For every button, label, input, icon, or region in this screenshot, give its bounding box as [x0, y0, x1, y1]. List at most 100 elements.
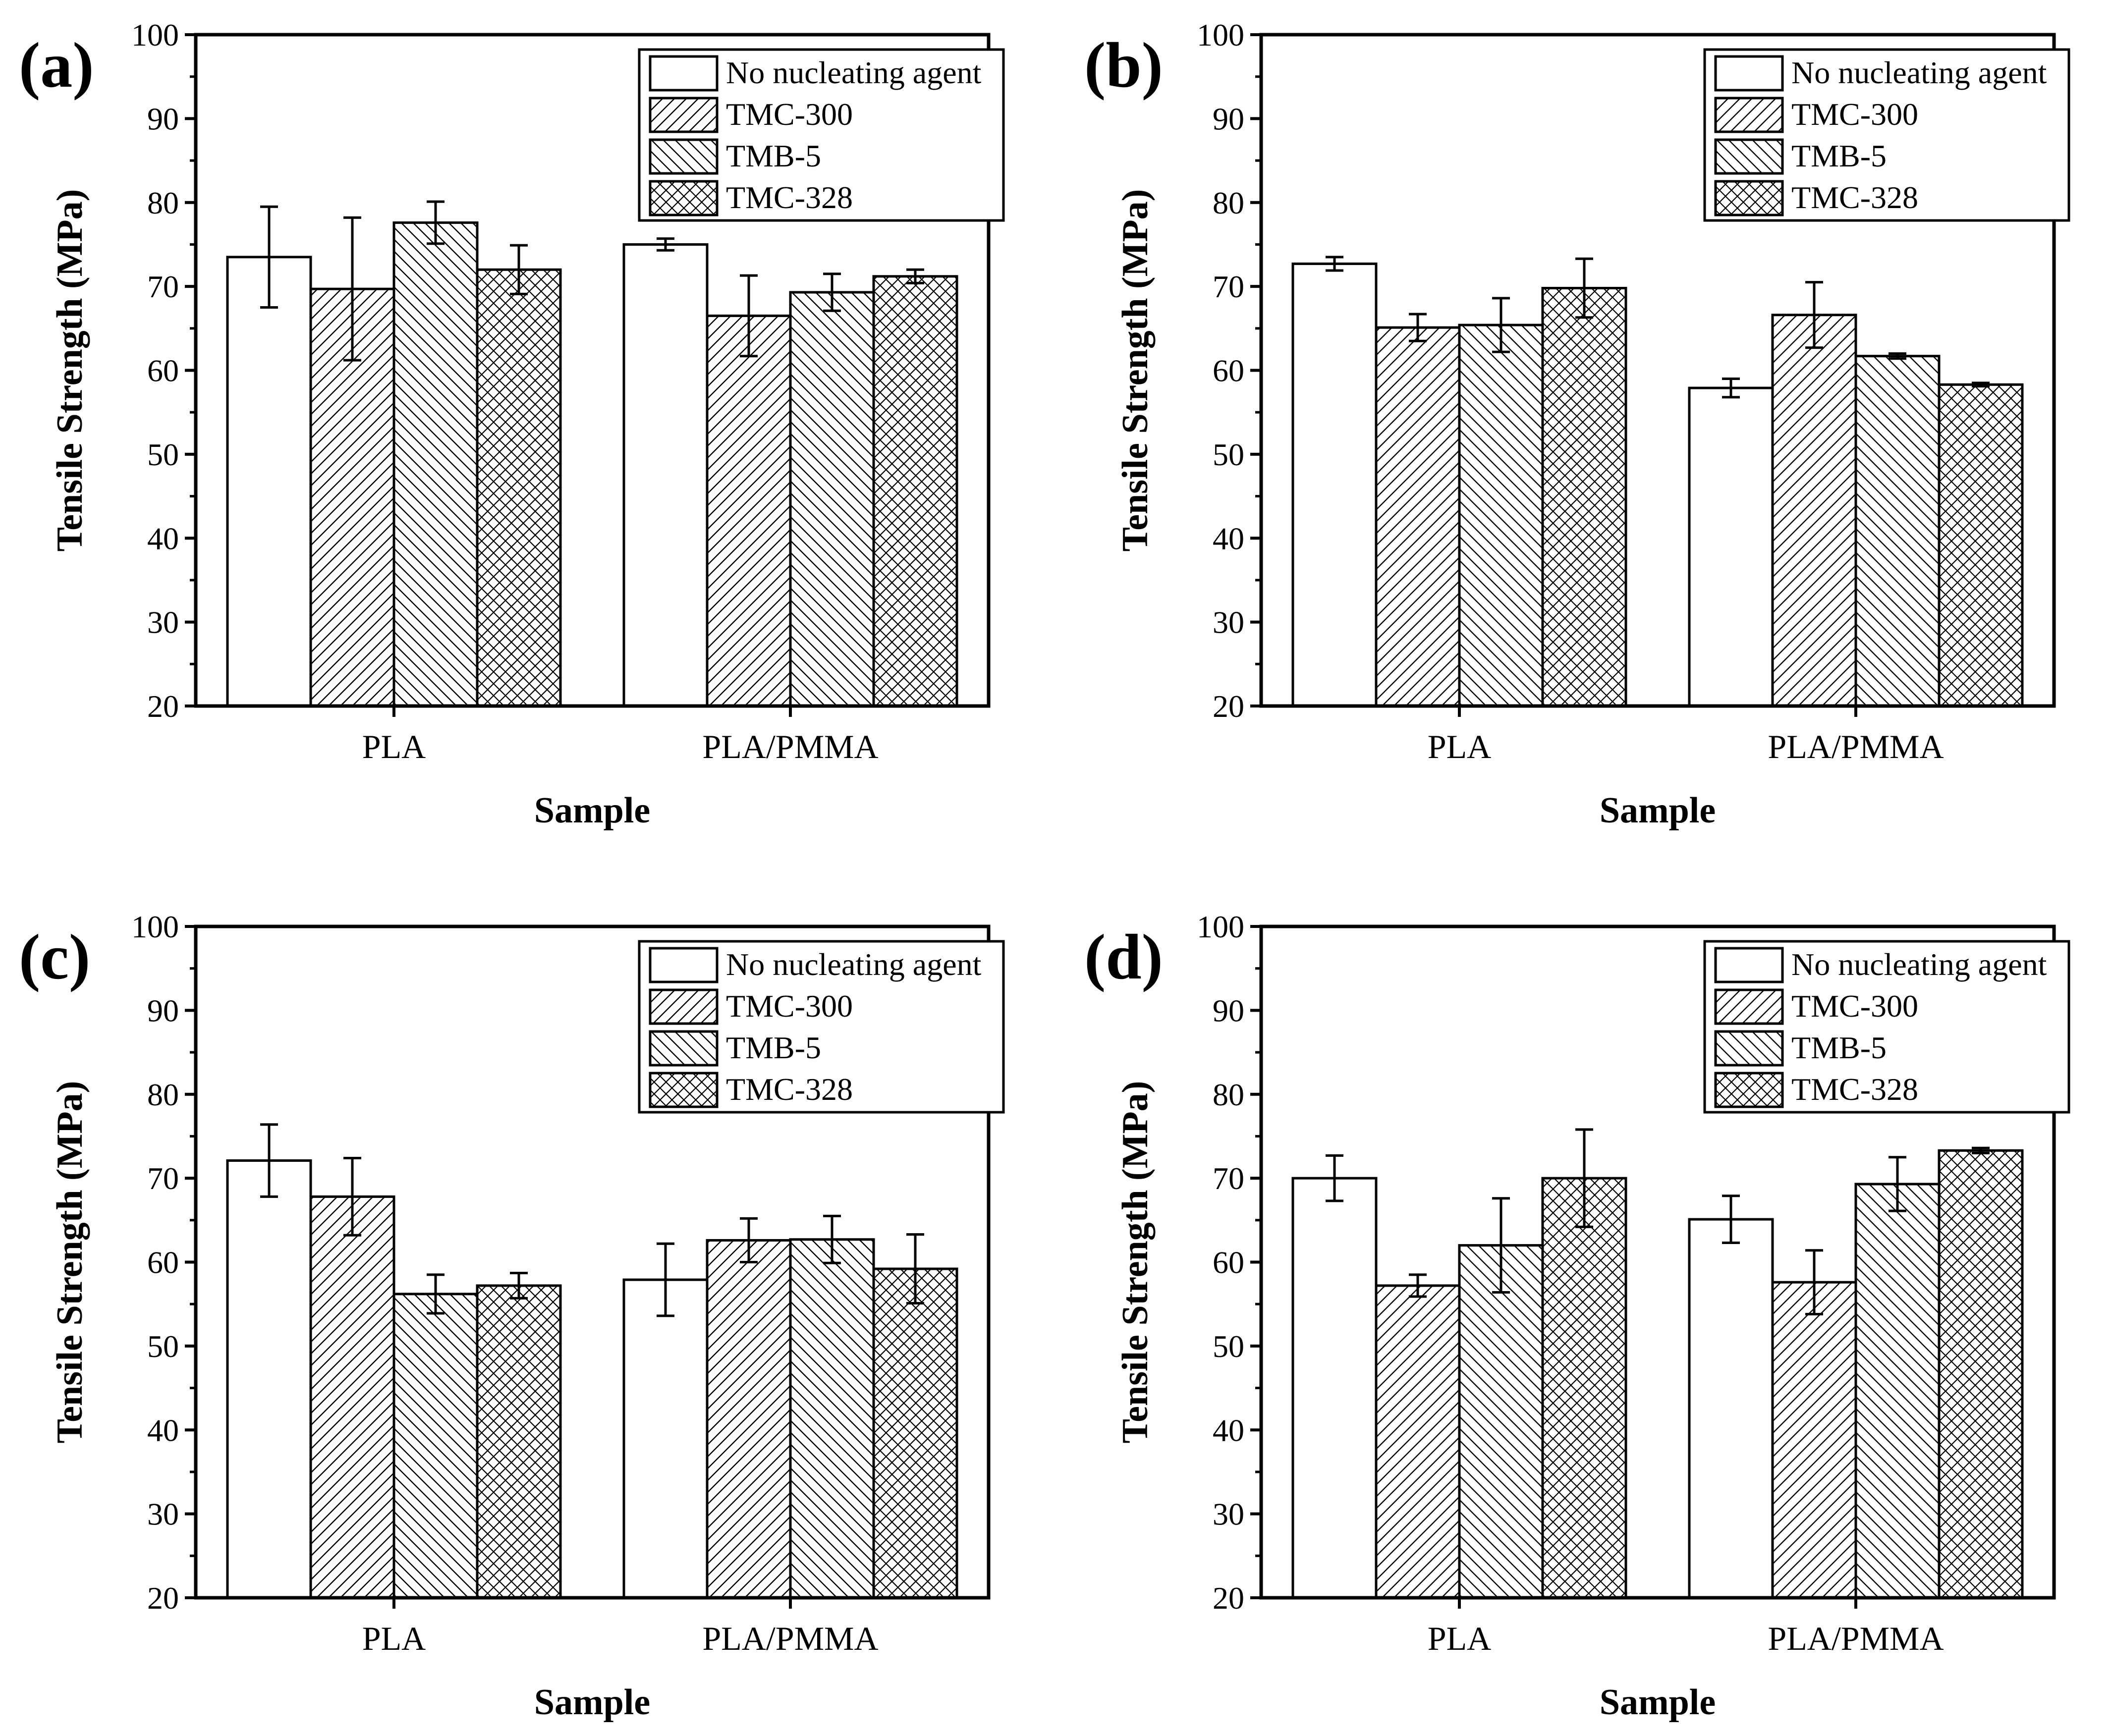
y-tick-label: 70	[1213, 1161, 1244, 1196]
y-tick-label: 20	[147, 689, 179, 724]
legend: No nucleating agent TMC-300 TMB-5 TMC-328	[638, 48, 1005, 222]
bar	[309, 1195, 395, 1599]
legend-label: TMB-5	[726, 1030, 821, 1065]
x-axis-title: Sample	[534, 1682, 650, 1723]
legend: No nucleating agent TMC-300 TMB-5 TMC-328	[1703, 48, 2070, 222]
y-tick-label: 60	[1213, 353, 1244, 388]
bar	[706, 1239, 792, 1599]
bar	[1771, 1281, 1857, 1599]
y-axis-title: Tensile Strength (MPa)	[1115, 1081, 1156, 1444]
y-tick-label: 30	[147, 605, 179, 640]
bar	[789, 291, 875, 707]
bar	[789, 1238, 875, 1599]
y-tick-label: 50	[1213, 437, 1244, 472]
bar	[872, 1267, 958, 1599]
bar	[1688, 1218, 1774, 1599]
bar	[1291, 262, 1378, 707]
bar	[476, 1284, 562, 1599]
bar	[1541, 1177, 1627, 1599]
x-tick-label: PLA	[1428, 1620, 1491, 1657]
y-axis-title: Tensile Strength (MPa)	[50, 1081, 90, 1444]
y-tick-label: 90	[147, 993, 179, 1028]
y-tick-label: 80	[147, 1077, 179, 1112]
bar	[622, 243, 709, 707]
legend-label: TMC-328	[1791, 1072, 1918, 1107]
x-tick-label: PLA/PMMA	[1768, 1620, 1944, 1657]
y-tick-label: 100	[131, 909, 179, 944]
y-tick-label: 100	[131, 17, 179, 53]
y-tick-label: 60	[147, 1245, 179, 1280]
legend-label: TMC-300	[726, 988, 853, 1024]
legend: No nucleating agent TMC-300 TMB-5 TMC-328	[638, 940, 1005, 1114]
y-tick-label: 100	[1197, 17, 1244, 53]
legend-swatch	[649, 1072, 719, 1108]
y-tick-label: 20	[1213, 1580, 1244, 1616]
panel-label: (a)	[19, 30, 94, 101]
y-tick-label: 60	[147, 353, 179, 388]
y-tick-label: 90	[1213, 993, 1244, 1028]
bar	[1458, 1244, 1544, 1599]
chart-panel: 20 30 40 50 60 70 80 90 100 PLA PLA/PMMA Sample Tens…	[19, 909, 1005, 1723]
legend-swatch	[649, 97, 719, 133]
bar	[1458, 324, 1544, 707]
bar	[1291, 1177, 1378, 1599]
legend-swatch	[649, 138, 719, 175]
legend-swatch	[1714, 180, 1784, 217]
y-tick-label: 30	[147, 1497, 179, 1532]
y-tick-label: 40	[1213, 521, 1244, 556]
legend-swatch	[1714, 988, 1784, 1025]
x-tick-label: PLA	[362, 1620, 426, 1657]
x-tick-label: PLA/PMMA	[1768, 728, 1944, 765]
y-tick-label: 40	[147, 1412, 179, 1448]
y-axis-title: Tensile Strength (MPa)	[1115, 189, 1156, 552]
legend-label: TMC-300	[1791, 988, 1918, 1024]
legend-swatch	[1714, 1030, 1784, 1067]
bar	[622, 1278, 709, 1599]
legend-label: No nucleating agent	[1791, 947, 2047, 982]
legend-label: TMC-328	[726, 180, 853, 215]
x-tick-label: PLA/PMMA	[702, 728, 878, 765]
legend-label: No nucleating agent	[726, 947, 982, 982]
legend-swatch	[1714, 97, 1784, 133]
bar	[1375, 1284, 1461, 1599]
x-tick-label: PLA	[362, 728, 426, 765]
legend-swatch	[1714, 1072, 1784, 1108]
legend-label: TMB-5	[1791, 138, 1887, 173]
bar	[1541, 287, 1627, 707]
legend-label: TMC-328	[726, 1072, 853, 1107]
bar	[1688, 386, 1774, 707]
chart-panel: 20 30 40 50 60 70 80 90 100 PLA PLA/PMMA Sample Tens…	[1084, 909, 2070, 1723]
y-tick-label: 70	[147, 1161, 179, 1196]
y-tick-label: 90	[1213, 101, 1244, 136]
y-tick-label: 40	[147, 521, 179, 556]
legend-label: No nucleating agent	[1791, 55, 2047, 90]
panel-label: (c)	[19, 922, 90, 993]
bar	[226, 1159, 312, 1599]
y-tick-label: 40	[1213, 1412, 1244, 1448]
chart-panel: 20 30 40 50 60 70 80 90 100 PLA PLA/PMMA Sample Tens…	[19, 17, 1005, 831]
y-tick-label: 70	[147, 269, 179, 304]
legend-swatch	[649, 947, 719, 983]
bar	[392, 1293, 479, 1599]
bar	[1938, 1149, 2024, 1599]
bar	[476, 268, 562, 707]
legend-label: TMC-300	[1791, 97, 1918, 132]
y-tick-label: 70	[1213, 269, 1244, 304]
x-axis-title: Sample	[1600, 1682, 1716, 1723]
y-tick-label: 100	[1197, 909, 1244, 944]
x-axis-title: Sample	[534, 790, 650, 831]
bar	[226, 256, 312, 707]
y-tick-label: 50	[147, 1329, 179, 1364]
y-tick-label: 20	[147, 1580, 179, 1616]
panel-label: (d)	[1084, 922, 1163, 993]
y-tick-label: 90	[147, 101, 179, 136]
legend-label: TMB-5	[1791, 1030, 1887, 1065]
bar	[1771, 314, 1857, 707]
legend-swatch	[649, 1030, 719, 1067]
legend-label: TMC-328	[1791, 180, 1918, 215]
legend-swatch	[1714, 55, 1784, 92]
bar	[1854, 355, 1941, 707]
panels: 20 30 40 50 60 70 80 90 100 PLA PLA/PMMA Sample Tens…	[19, 17, 2070, 1723]
y-tick-label: 20	[1213, 689, 1244, 724]
bar	[1375, 326, 1461, 707]
